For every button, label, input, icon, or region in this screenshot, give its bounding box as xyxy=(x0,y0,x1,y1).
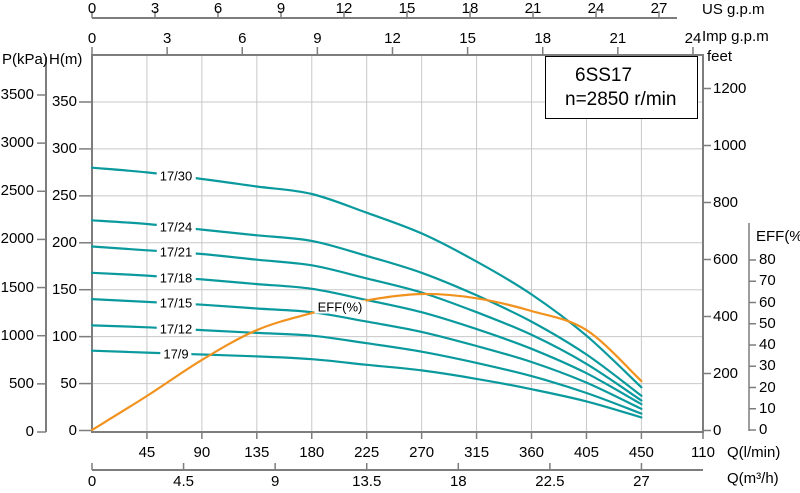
us-gpm-tick-label: 3 xyxy=(150,0,160,17)
kpa-tick-label: 3000 xyxy=(0,134,34,152)
model-name: 6SS17 xyxy=(575,64,633,86)
m3h-tick-label: 4.5 xyxy=(173,473,194,490)
imp-gpm-tick-label: 21 xyxy=(609,30,627,47)
imp-gpm-tick-label: 12 xyxy=(384,30,401,47)
us-gpm-tick-label: 21 xyxy=(524,0,542,17)
hm-tick-label: 0 xyxy=(68,421,77,439)
us-gpm-tick-label: 18 xyxy=(461,0,479,17)
m3h-tick-label: 22.5 xyxy=(535,473,565,490)
feet-tick-label: 200 xyxy=(713,364,739,382)
kpa-tick-label: 2500 xyxy=(0,182,34,200)
hm-tick-label: 100 xyxy=(51,327,77,345)
us-gpm-tick-label: 0 xyxy=(87,0,97,17)
feet-tick-label: 1000 xyxy=(713,136,747,154)
eff-tick-label: 30 xyxy=(759,357,776,375)
curve-label-17-21: 17/21 xyxy=(156,245,196,259)
plot-border xyxy=(91,54,704,433)
model-title-box: 6SS17 n=2850 r/min xyxy=(545,56,698,119)
lmin-edge-tick-label: 110 xyxy=(691,444,715,461)
hm-tick-label: 250 xyxy=(51,186,77,204)
lmin-tick-label: 45 xyxy=(138,444,156,461)
curve-label-eff: EFF(%) xyxy=(314,300,366,314)
right-axis-feet-label: feet xyxy=(707,48,733,65)
imp-gpm-tick-label: 0 xyxy=(87,30,97,47)
curve-label-17-12: 17/12 xyxy=(156,322,196,336)
left-axis-kpa-label: P(kPa) xyxy=(2,51,48,68)
lmin-tick-label: 90 xyxy=(193,444,211,461)
feet-tick-label: 400 xyxy=(713,307,739,325)
efficiency-curve xyxy=(90,292,643,432)
imp-gpm-tick-label: 15 xyxy=(459,30,476,47)
hm-tick-label: 350 xyxy=(51,92,77,110)
us-gpm-tick-label: 24 xyxy=(587,0,605,17)
us-gpm-tick-label: 12 xyxy=(335,0,353,17)
feet-tick-label: 0 xyxy=(713,421,722,439)
us-gpm-tick-label: 15 xyxy=(398,0,416,17)
model-speed: n=2850 r/min xyxy=(565,88,677,110)
top-axis-usgpm-label: US g.p.m xyxy=(702,1,765,18)
eff-tick-label: 0 xyxy=(759,421,768,438)
eff-tick-label: 70 xyxy=(759,272,776,290)
imp-gpm-tick-label: 18 xyxy=(534,30,552,47)
top-axis-impgpm-label: Imp g.p.m xyxy=(702,28,769,45)
hm-tick-label: 50 xyxy=(60,374,77,392)
m3h-tick-label: 27 xyxy=(633,473,650,490)
eff-tick-label: 60 xyxy=(759,293,776,311)
lmin-tick-label: 360 xyxy=(519,444,545,461)
eff-tick-label: 40 xyxy=(759,336,776,353)
m3h-tick-label: 0 xyxy=(87,473,97,490)
curve-label-17-15: 17/15 xyxy=(156,296,196,310)
right-axis-eff-label: EFF(%) xyxy=(756,228,800,245)
us-gpm-tick-label: 6 xyxy=(213,0,223,17)
feet-tick-label: 600 xyxy=(713,250,739,268)
lmin-tick-label: 135 xyxy=(244,444,270,461)
eff-tick-label: 50 xyxy=(759,314,776,332)
hm-tick-label: 150 xyxy=(51,280,77,298)
m3h-tick-label: 13.5 xyxy=(352,473,382,490)
feet-tick-label: 1200 xyxy=(713,79,747,97)
imp-gpm-tick-label: 9 xyxy=(313,30,322,47)
kpa-tick-label: 0 xyxy=(25,423,34,440)
imp-gpm-tick-label: 24 xyxy=(684,30,702,47)
curve-label-17-24: 17/24 xyxy=(156,220,196,234)
kpa-tick-label: 2000 xyxy=(0,230,34,248)
m3h-tick-label: 18 xyxy=(449,473,467,490)
bottom-axis-m3h-label: Q(m³/h) xyxy=(727,470,779,487)
us-gpm-tick-label: 27 xyxy=(650,0,668,17)
lmin-tick-label: 225 xyxy=(354,444,380,461)
lmin-tick-label: 405 xyxy=(573,444,599,461)
kpa-tick-label: 3500 xyxy=(0,85,34,103)
kpa-tick-label: 1500 xyxy=(0,278,34,296)
lmin-tick-label: 180 xyxy=(299,444,325,461)
curve-label-17-18: 17/18 xyxy=(156,271,196,285)
hm-tick-label: 200 xyxy=(51,233,77,251)
eff-tick-label: 20 xyxy=(759,378,776,396)
left-axis-m-label: H(m) xyxy=(49,51,83,68)
imp-gpm-tick-label: 3 xyxy=(162,30,172,47)
kpa-tick-label: 500 xyxy=(8,374,34,392)
imp-gpm-tick-label: 6 xyxy=(238,30,247,47)
hm-tick-label: 300 xyxy=(51,139,77,157)
bottom-axis-lmin-label: Q(l/min) xyxy=(727,444,781,461)
lmin-tick-label: 270 xyxy=(409,444,435,461)
us-gpm-tick-label: 9 xyxy=(276,0,286,17)
feet-tick-label: 800 xyxy=(713,193,739,211)
eff-tick-label: 10 xyxy=(759,399,776,417)
eff-tick-label: 80 xyxy=(759,251,776,268)
curve-label-17-9: 17/9 xyxy=(160,347,192,361)
m3h-tick-label: 9 xyxy=(270,473,280,490)
lmin-tick-label: 315 xyxy=(464,444,490,461)
kpa-tick-label: 1000 xyxy=(0,326,34,344)
lmin-tick-label: 450 xyxy=(628,444,654,461)
curve-label-17-30: 17/30 xyxy=(156,169,196,183)
